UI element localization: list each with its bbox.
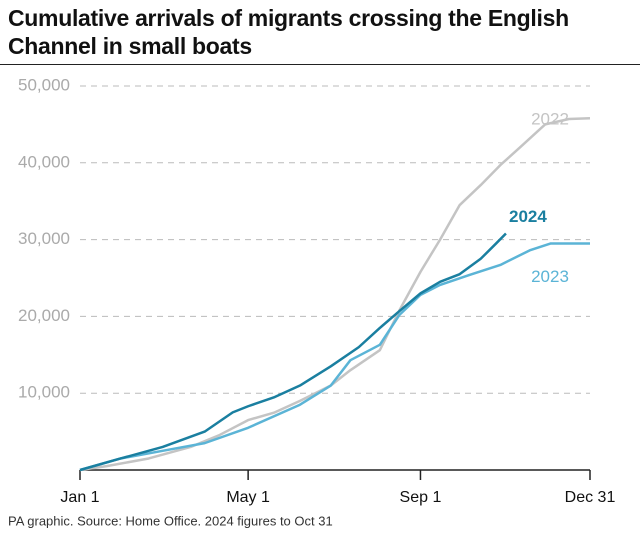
x-tick-label: Sep 1 [400,489,442,506]
y-tick-label: 50,000 [18,75,70,94]
x-tick-label: Jan 1 [60,489,99,506]
title-rule [0,64,640,65]
y-tick-label: 30,000 [18,229,70,248]
chart-title: Cumulative arrivals of migrants crossing… [8,5,569,59]
x-tick-label: Dec 31 [565,489,616,506]
y-tick-label: 10,000 [18,383,70,402]
y-tick-label: 40,000 [18,152,70,171]
x-tick-label: May 1 [226,489,270,506]
legend-label: 2024 [509,207,547,226]
series-line [79,232,507,472]
series-line [79,117,591,472]
legend-label: 2022 [531,110,569,129]
series-line [79,242,590,472]
footnote: PA graphic. Source: Home Office. 2024 fi… [8,513,333,528]
legend-label: 2023 [531,267,569,286]
y-tick-label: 20,000 [18,306,70,325]
